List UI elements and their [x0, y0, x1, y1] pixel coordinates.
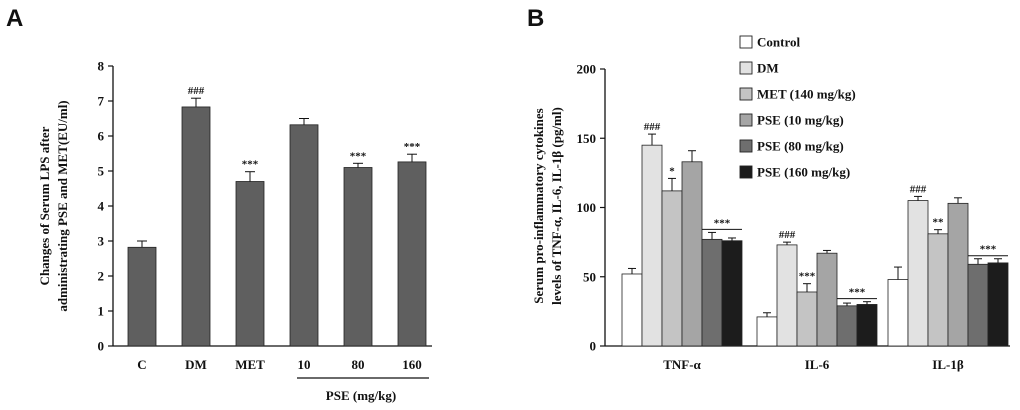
a-bar: [343, 167, 373, 347]
a-bar: [289, 124, 319, 347]
b-significance-label: ***: [980, 244, 997, 256]
b-bar: [836, 305, 858, 347]
b-y-tick-label: 50: [583, 269, 596, 284]
a-y-axis-title-line: Changes of Serum LPS after: [37, 126, 52, 285]
a-y-tick-label: 8: [98, 59, 105, 74]
b-legend-label: PSE (160 mg/kg): [757, 165, 850, 180]
b-bar: [987, 262, 1009, 347]
b-legend-label: DM: [757, 61, 779, 76]
b-legend-swatch: [739, 139, 753, 153]
a-y-tick-label: 4: [98, 199, 105, 214]
a-category-label: MET: [235, 357, 265, 372]
b-bar: [756, 316, 778, 347]
b-legend-label: Control: [757, 35, 800, 50]
b-significance-label: ***: [849, 287, 866, 299]
panel-a-letter: A: [6, 5, 23, 32]
b-y-tick-label: 200: [577, 62, 597, 77]
b-legend-swatch: [739, 165, 753, 179]
a-y-tick-label: 0: [98, 339, 105, 354]
a-y-tick-label: 5: [98, 164, 105, 179]
b-bar: [776, 244, 798, 347]
a-y-tick-label: 1: [98, 304, 105, 319]
a-group-label: PSE (mg/kg): [326, 388, 396, 403]
b-category-label: IL-1β: [932, 357, 964, 372]
a-category-label: C: [137, 357, 146, 372]
a-bar: [127, 246, 157, 347]
a-category-label: 80: [352, 357, 365, 372]
b-y-axis-title-line: Serum pro-inflammatory cytokines: [531, 108, 546, 303]
a-category-label: 160: [402, 357, 422, 372]
chart-b: 050100150200###****TNF-α###******IL-6###…: [531, 35, 1010, 372]
b-bar: [701, 238, 723, 347]
b-legend: Control DM MET (140 mg/kg) PSE (10 mg/kg) PS…: [739, 35, 856, 180]
b-bar: [796, 291, 818, 347]
b-bar: [947, 202, 969, 347]
b-bar: [681, 161, 703, 347]
b-significance-label: ***: [799, 271, 816, 283]
b-category-label: TNF-α: [663, 357, 701, 372]
b-bar: [816, 252, 838, 347]
a-y-axis-title-line: administrating PSE and MET(EU/ml): [55, 100, 70, 311]
b-bar: [887, 279, 909, 347]
a-y-tick-label: 6: [98, 129, 105, 144]
a-bar: [235, 181, 265, 347]
b-significance-label: ###: [779, 229, 796, 241]
b-legend-label: PSE (10 mg/kg): [757, 113, 844, 128]
a-category-label: DM: [185, 357, 207, 372]
b-legend-swatch: [739, 87, 753, 101]
b-bar: [721, 240, 743, 347]
a-bar: [397, 161, 427, 347]
b-y-tick-label: 100: [577, 200, 597, 215]
b-significance-label: **: [933, 217, 945, 229]
b-y-tick-label: 150: [577, 131, 597, 146]
chart-a: 0 1 2 3 4 5 6 7 8 C ### DM *** MET 10 *** 80 *** 160 PSE (m…: [37, 59, 432, 403]
b-legend-label: PSE (80 mg/kg): [757, 139, 844, 154]
b-bar: [641, 144, 663, 347]
b-bar: [856, 304, 878, 347]
b-bar: [907, 200, 929, 347]
b-legend-swatch: [739, 35, 753, 49]
b-significance-label: ***: [714, 217, 731, 229]
b-category-label: IL-6: [805, 357, 830, 372]
b-significance-label: ###: [644, 121, 661, 133]
b-legend-swatch: [739, 61, 753, 75]
b-significance-label: ###: [910, 183, 927, 195]
b-y-tick-label: 0: [590, 339, 597, 354]
a-significance-label: ***: [404, 141, 421, 153]
a-y-tick-label: 7: [98, 94, 105, 109]
a-y-tick-label: 3: [98, 234, 105, 249]
a-bar: [181, 106, 211, 347]
b-legend-swatch: [739, 113, 753, 127]
b-bar: [661, 190, 683, 347]
b-bar: [621, 273, 643, 347]
a-significance-label: ***: [242, 159, 259, 171]
a-significance-label: ***: [350, 150, 367, 162]
b-legend-label: MET (140 mg/kg): [757, 87, 856, 102]
a-y-tick-label: 2: [98, 269, 105, 284]
panel-b-letter: B: [527, 5, 544, 32]
b-significance-label: *: [669, 165, 675, 177]
b-bar: [927, 233, 949, 347]
b-bar: [967, 263, 989, 347]
b-y-axis-title: Serum pro-inflammatory cytokines levels o…: [531, 107, 564, 305]
a-significance-label: ###: [188, 85, 205, 97]
b-y-axis-title-line: levels of TNF-α, IL-6, IL-1β (pg/ml): [549, 107, 564, 305]
a-category-label: 10: [298, 357, 311, 372]
a-y-axis-title: Changes of Serum LPS after administrating…: [37, 100, 70, 311]
